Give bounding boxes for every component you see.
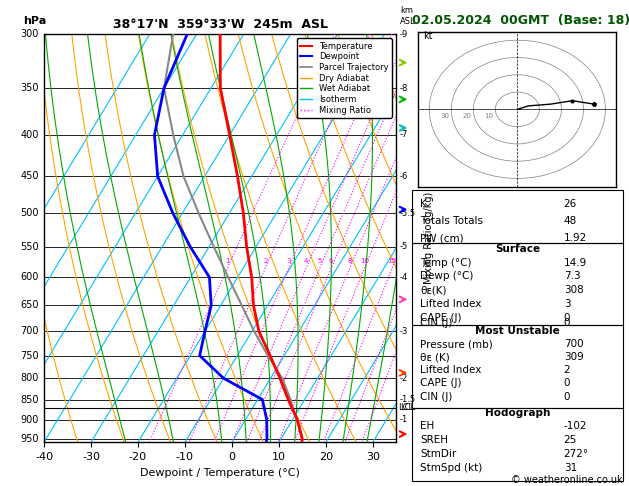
Text: SREH: SREH [420,435,448,445]
Bar [412,408,623,481]
Text: CIN (J): CIN (J) [420,318,453,328]
Text: 10: 10 [484,113,493,119]
Text: 700: 700 [564,339,583,349]
Bar [412,325,623,408]
Text: 500: 500 [20,208,39,218]
Text: -6: -6 [400,172,408,181]
Text: Dewp (°C): Dewp (°C) [420,272,474,281]
Text: 3: 3 [286,259,291,264]
Text: 600: 600 [20,272,39,282]
Text: -1.5: -1.5 [400,395,416,404]
Text: -9: -9 [400,30,408,38]
Text: 350: 350 [20,83,39,93]
Text: θᴇ (K): θᴇ (K) [420,352,450,362]
Text: EH: EH [420,421,435,431]
Text: -8: -8 [400,84,408,93]
Text: CIN (J): CIN (J) [420,392,453,401]
Text: -2: -2 [400,374,408,383]
Text: LCL: LCL [400,403,415,412]
Text: Totals Totals: Totals Totals [420,216,484,226]
Text: -7: -7 [400,130,408,139]
Text: km
ASL: km ASL [400,6,415,26]
Text: 30: 30 [440,113,449,119]
Text: 0: 0 [564,392,571,401]
Text: StmSpd (kt): StmSpd (kt) [420,463,482,473]
Text: 1: 1 [225,259,230,264]
Text: Hodograph: Hodograph [485,409,550,418]
Text: Lifted Index: Lifted Index [420,365,482,375]
Text: 1.92: 1.92 [564,233,587,243]
Text: 900: 900 [20,415,39,425]
Text: θᴇ(K): θᴇ(K) [420,285,447,295]
Text: 650: 650 [20,300,39,311]
Text: 5: 5 [318,259,322,264]
Text: 14.9: 14.9 [564,258,587,268]
Text: 48: 48 [564,216,577,226]
Text: 15: 15 [387,259,396,264]
Text: hPa: hPa [23,16,46,26]
Text: 3: 3 [564,299,571,309]
Text: 02.05.2024  00GMT  (Base: 18): 02.05.2024 00GMT (Base: 18) [412,14,629,27]
Text: -5.5: -5.5 [400,209,416,218]
Text: 26: 26 [564,199,577,208]
Text: 700: 700 [20,327,39,336]
Text: -3: -3 [400,327,408,336]
Bar [412,190,623,243]
Text: 450: 450 [20,172,39,181]
Text: 400: 400 [20,130,39,140]
Text: LCL: LCL [398,403,413,412]
Text: 2: 2 [263,259,267,264]
Text: 0: 0 [564,318,571,328]
Text: Surface: Surface [495,244,540,254]
Text: 309: 309 [564,352,584,362]
Title: 38°17'N  359°33'W  245m  ASL: 38°17'N 359°33'W 245m ASL [113,18,328,32]
Text: PW (cm): PW (cm) [420,233,464,243]
Text: Pressure (mb): Pressure (mb) [420,339,493,349]
Text: 6: 6 [329,259,333,264]
Text: Mixing Ratio (g/kg): Mixing Ratio (g/kg) [425,192,435,284]
Text: 272°: 272° [564,450,589,459]
Bar [412,243,623,325]
Text: 8: 8 [347,259,352,264]
Text: kt: kt [423,31,432,40]
Text: 25: 25 [564,435,577,445]
Text: 950: 950 [20,434,39,444]
Text: 0: 0 [564,379,571,388]
Text: 0: 0 [564,313,571,323]
Text: StmDir: StmDir [420,450,457,459]
Text: Lifted Index: Lifted Index [420,299,482,309]
Text: 31: 31 [564,463,577,473]
Text: Most Unstable: Most Unstable [475,326,560,336]
Text: -4: -4 [400,273,408,282]
Legend: Temperature, Dewpoint, Parcel Trajectory, Dry Adiabat, Wet Adiabat, Isotherm, Mi: Temperature, Dewpoint, Parcel Trajectory… [297,38,392,118]
Text: 850: 850 [20,395,39,404]
Text: -102: -102 [564,421,587,431]
Text: CAPE (J): CAPE (J) [420,313,462,323]
Text: 4: 4 [304,259,308,264]
Text: Temp (°C): Temp (°C) [420,258,472,268]
Text: -1: -1 [400,415,408,424]
Text: © weatheronline.co.uk: © weatheronline.co.uk [511,474,623,485]
Text: 10: 10 [360,259,369,264]
Text: -5: -5 [400,242,408,251]
Text: 2: 2 [564,365,571,375]
Text: 300: 300 [20,29,39,39]
Text: 750: 750 [20,350,39,361]
Text: CAPE (J): CAPE (J) [420,379,462,388]
Text: 7.3: 7.3 [564,272,581,281]
Text: 20: 20 [462,113,471,119]
Text: 800: 800 [20,373,39,383]
Text: K: K [420,199,427,208]
X-axis label: Dewpoint / Temperature (°C): Dewpoint / Temperature (°C) [140,468,300,478]
Text: 308: 308 [564,285,584,295]
Text: 550: 550 [20,242,39,252]
